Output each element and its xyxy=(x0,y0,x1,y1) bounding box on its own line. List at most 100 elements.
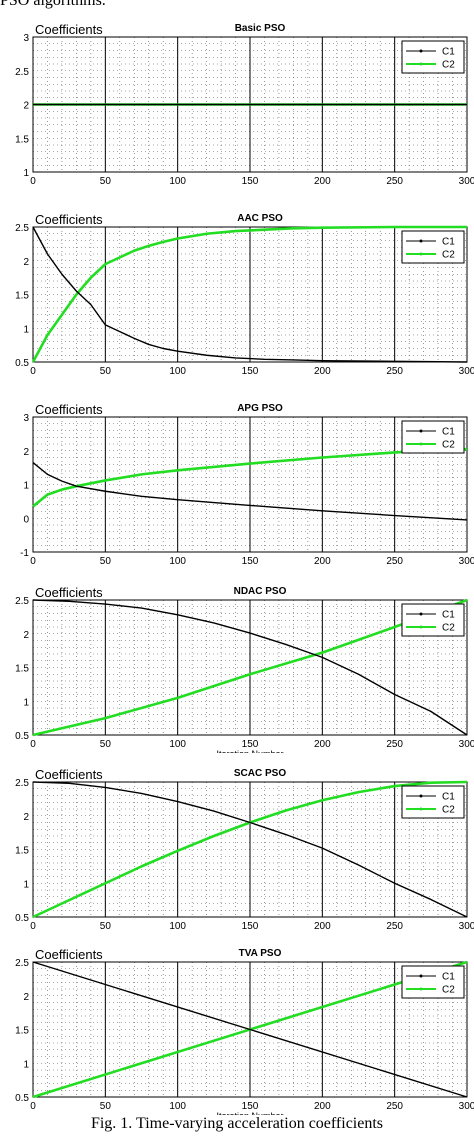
x-tick-label: 150 xyxy=(242,1101,259,1112)
legend-marker-c1 xyxy=(419,794,423,798)
header-text: PSO algorithms. xyxy=(0,0,106,9)
x-tick-label: 100 xyxy=(169,366,186,377)
x-tick-label: 150 xyxy=(242,176,259,187)
series-line-c1 xyxy=(32,462,468,521)
legend-box xyxy=(401,40,465,74)
x-tick-label: 0 xyxy=(30,739,36,750)
y-tick-label: 1 xyxy=(23,1059,29,1070)
chart-title: Basic PSO xyxy=(235,23,286,34)
y-axis-label: Coefficients xyxy=(35,22,103,37)
y-tick-label: 2.5 xyxy=(15,223,29,234)
x-tick-label: 250 xyxy=(386,921,403,932)
x-tick-label: 200 xyxy=(314,1101,331,1112)
legend-label-c1: C1 xyxy=(442,972,455,983)
x-tick-label: 250 xyxy=(386,1101,403,1112)
series-line-c2 xyxy=(32,598,468,737)
x-tick-label: 50 xyxy=(100,921,112,932)
legend-marker-c2 xyxy=(419,987,423,991)
x-tick-label: 300 xyxy=(459,176,474,187)
y-tick-label: 3 xyxy=(23,33,29,44)
plot-frame xyxy=(32,599,468,736)
y-tick-label: 0.5 xyxy=(15,731,29,742)
x-tick-label: 100 xyxy=(169,921,186,932)
y-axis-label: Coefficients xyxy=(35,947,103,962)
y-tick-label: 0.5 xyxy=(15,358,29,369)
y-tick-label: 1 xyxy=(23,481,29,492)
y-tick-label: 2 xyxy=(23,257,29,268)
chart-title: APG PSO xyxy=(237,403,283,414)
chart-title: TVA PSO xyxy=(239,948,282,959)
plot-frame xyxy=(32,781,468,918)
y-tick-label: 2 xyxy=(23,630,29,641)
x-tick-label: 50 xyxy=(100,366,112,377)
y-tick-label: -1 xyxy=(20,548,29,559)
x-axis-label: Iteration Number xyxy=(216,749,283,753)
x-tick-label: 0 xyxy=(30,921,36,932)
chart-ndac-pso: 0 50 100 150 200 250 300 0.5 1 1.5 2 2.5 Coefficient… xyxy=(15,585,474,753)
legend-marker-c2 xyxy=(419,807,423,811)
x-tick-label: 150 xyxy=(242,739,259,750)
y-tick-label: 2.5 xyxy=(15,596,29,607)
y-tick-label: 2.5 xyxy=(15,958,29,969)
y-axis-label: Coefficients xyxy=(35,585,103,600)
x-tick-label: 200 xyxy=(314,556,331,567)
legend-marker-c2 xyxy=(419,62,423,66)
y-tick-label: 2 xyxy=(23,812,29,823)
x-tick-label: 100 xyxy=(169,176,186,187)
legend-marker-c2 xyxy=(419,625,423,629)
y-tick-label: 1 xyxy=(23,324,29,335)
x-tick-label: 250 xyxy=(386,176,403,187)
y-tick-label: 1 xyxy=(23,879,29,890)
series-line-c1 xyxy=(32,961,468,1098)
y-tick-label: 1.5 xyxy=(15,664,29,675)
legend-marker-c1 xyxy=(419,429,423,433)
x-tick-label: 300 xyxy=(459,739,474,750)
y-tick-label: 0.5 xyxy=(15,913,29,924)
series-line-c2 xyxy=(32,447,468,508)
x-tick-label: 100 xyxy=(169,1101,186,1112)
chart-title: AAC PSO xyxy=(237,213,283,224)
y-tick-label: 1.5 xyxy=(15,1026,29,1037)
x-tick-label: 200 xyxy=(314,921,331,932)
y-axis-label: Coefficients xyxy=(35,767,103,782)
y-tick-label: 1.5 xyxy=(15,134,29,145)
y-tick-label: 1.5 xyxy=(15,846,29,857)
figure-caption: Fig. 1. Time-varying acceleration coeffi… xyxy=(90,1115,384,1132)
x-tick-label: 150 xyxy=(242,921,259,932)
y-tick-label: 0 xyxy=(23,514,29,525)
x-tick-label: 300 xyxy=(459,366,474,377)
legend-label-c1: C1 xyxy=(442,792,455,803)
legend-label-c1: C1 xyxy=(442,47,455,58)
x-tick-label: 0 xyxy=(30,176,36,187)
y-axis-label: Coefficients xyxy=(35,402,103,417)
x-tick-label: 300 xyxy=(459,1101,474,1112)
y-tick-label: 2 xyxy=(23,992,29,1003)
legend-marker-c1 xyxy=(419,612,423,616)
chart-basic-pso: 0 50 100 150 200 250 300 1 1.5 2 2.5 3 Coefficients B… xyxy=(15,22,474,187)
x-tick-label: 300 xyxy=(459,921,474,932)
legend-marker-c1 xyxy=(419,239,423,243)
x-tick-label: 250 xyxy=(386,556,403,567)
legend-box xyxy=(401,420,465,454)
x-tick-label: 100 xyxy=(169,556,186,567)
y-tick-label: 2 xyxy=(23,447,29,458)
x-tick-label: 0 xyxy=(30,556,36,567)
legend-marker-c2 xyxy=(419,442,423,446)
x-tick-label: 250 xyxy=(386,739,403,750)
x-tick-label: 100 xyxy=(169,739,186,750)
x-tick-label: 50 xyxy=(100,556,112,567)
series-line-c1 xyxy=(32,226,468,363)
x-tick-label: 200 xyxy=(314,366,331,377)
legend-box xyxy=(401,785,465,819)
x-tick-label: 150 xyxy=(242,366,259,377)
y-tick-label: 2.5 xyxy=(15,778,29,789)
y-tick-label: 0.5 xyxy=(15,1093,29,1104)
legend-label-c2: C2 xyxy=(442,623,455,634)
legend-box xyxy=(401,603,465,637)
x-tick-label: 150 xyxy=(242,556,259,567)
x-tick-label: 200 xyxy=(314,176,331,187)
legend-label-c2: C2 xyxy=(442,60,455,71)
legend-label-c2: C2 xyxy=(442,250,455,261)
series-line-c2 xyxy=(31,225,467,363)
series-line-c1 xyxy=(32,781,468,918)
